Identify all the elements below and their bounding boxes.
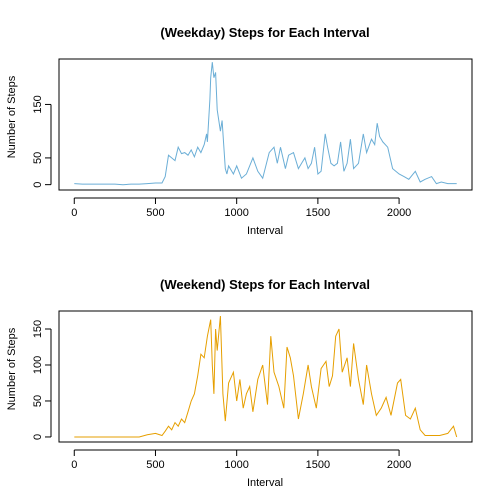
weekend-x-axis-label: Interval [247,477,283,489]
weekday-x-tick-label: 500 [146,207,164,219]
weekday-x-tick-label: 2000 [387,207,411,219]
weekday-y-axis-label: Number of Steps [6,75,18,158]
weekend-chart: (Weekend) Steps for Each Interval Interv… [6,277,473,489]
weekend-y-tick-label: 0 [32,434,44,440]
weekend-x-tick-label: 0 [71,459,77,471]
weekend-plot-frame [58,310,473,443]
weekday-x-tick-label: 1000 [224,207,248,219]
weekend-y-tick-label: 50 [32,395,44,407]
weekday-x-tick-label: 1500 [306,207,330,219]
weekday-x-axis: 0 500 1000 1500 2000 [71,197,411,219]
weekend-x-tick-label: 2000 [387,459,411,471]
weekday-chart: (Weekday) Steps for Each Interval Interv… [6,25,473,237]
weekend-x-tick-label: 1000 [224,459,248,471]
weekend-y-tick-label: 100 [32,356,44,374]
weekend-series-line [74,315,458,438]
weekend-x-tick-label: 1500 [306,459,330,471]
weekday-y-tick-label: 0 [32,182,44,188]
weekend-y-axis: 0 50 100 150 [32,320,52,440]
weekend-x-tick-label: 500 [146,459,164,471]
weekend-x-axis: 0 500 1000 1500 2000 [71,449,411,471]
weekend-y-tick-label: 150 [32,320,44,338]
weekday-series-line [74,62,457,186]
weekday-y-tick-label: 50 [32,152,44,164]
weekend-chart-title: (Weekend) Steps for Each Interval [160,277,370,292]
weekday-chart-title: (Weekday) Steps for Each Interval [160,25,369,40]
weekday-x-axis-label: Interval [247,225,283,237]
weekend-y-axis-label: Number of Steps [6,327,18,410]
weekday-y-axis: 0 50 150 [32,95,52,188]
weekday-x-tick-label: 0 [71,207,77,219]
weekday-plot-frame [58,58,473,191]
weekday-y-tick-label: 150 [32,95,44,113]
